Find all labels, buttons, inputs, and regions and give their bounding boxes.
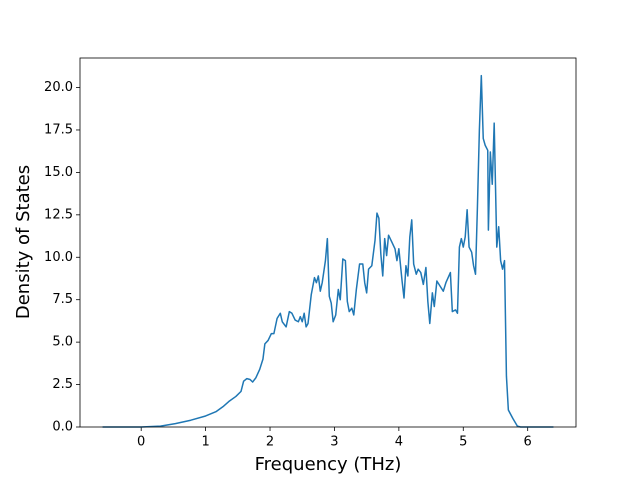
y-tick-label: 7.5 bbox=[52, 292, 73, 307]
y-tick-label: 17.5 bbox=[44, 122, 73, 137]
x-tick-label: 0 bbox=[137, 435, 145, 450]
x-tick-label: 3 bbox=[330, 435, 338, 450]
x-tick-label: 1 bbox=[201, 435, 209, 450]
x-tick-label: 5 bbox=[459, 435, 467, 450]
y-tick-label: 10.0 bbox=[44, 250, 73, 265]
x-tick-label: 4 bbox=[395, 435, 403, 450]
x-axis-label: Frequency (THz) bbox=[255, 454, 402, 475]
x-tick-label: 6 bbox=[524, 435, 532, 450]
y-tick-label: 12.5 bbox=[44, 207, 73, 222]
data-line bbox=[102, 74, 554, 428]
axes-frame bbox=[79, 57, 577, 428]
y-axis-label: Density of States bbox=[13, 165, 34, 319]
y-tick-label: 5.0 bbox=[52, 335, 73, 350]
y-tick-label: 2.5 bbox=[52, 377, 73, 392]
y-tick-label: 20.0 bbox=[44, 80, 73, 95]
y-tick-label: 15.0 bbox=[44, 165, 73, 180]
x-tick-label: 2 bbox=[266, 435, 274, 450]
y-tick-label: 0.0 bbox=[52, 420, 73, 435]
